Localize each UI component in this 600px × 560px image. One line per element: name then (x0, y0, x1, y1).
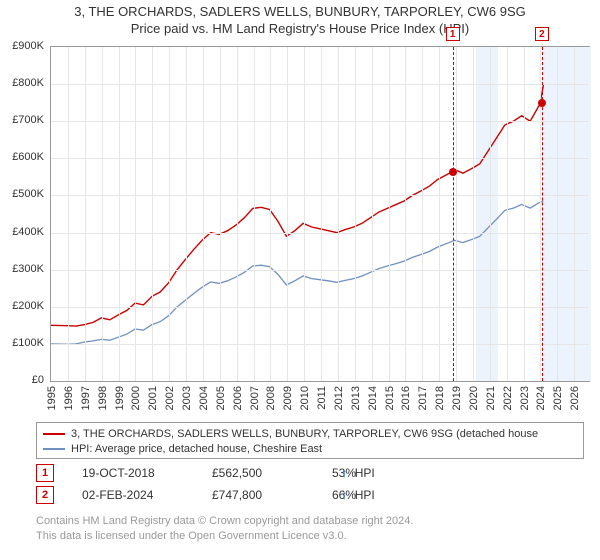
x-axis-label: 2011 (316, 386, 328, 410)
legend-swatch-blue (43, 448, 65, 450)
legend-swatch-red (43, 433, 65, 435)
y-axis-label: £0 (0, 374, 44, 386)
x-axis-label: 2023 (519, 386, 531, 410)
tx-badge-2: 2 (36, 486, 54, 504)
table-row: 1 19-OCT-2018 £562,500 53% ↑ HPI (36, 462, 412, 484)
x-axis-label: 2015 (384, 386, 396, 410)
footer-line1: Contains HM Land Registry data © Crown c… (36, 514, 413, 529)
legend-item-hpi: HPI: Average price, detached house, Ches… (43, 441, 577, 456)
x-axis-label: 2004 (198, 386, 210, 410)
title-subtitle: Price paid vs. HM Land Registry's House … (0, 21, 600, 36)
legend: 3, THE ORCHARDS, SADLERS WELLS, BUNBURY,… (36, 422, 584, 459)
y-axis-label: £800K (0, 77, 44, 89)
arrow-up-icon: ↑ (341, 466, 347, 480)
data-point-marker (449, 168, 457, 176)
x-axis-label: 2007 (249, 386, 261, 410)
x-axis-label: 2012 (333, 386, 345, 410)
y-axis-label: £200K (0, 300, 44, 312)
chart: 12 £0£100K£200K£300K£400K£500K£600K£700K… (50, 46, 590, 406)
x-axis-label: 2009 (282, 386, 294, 410)
tx-pct: 66% ↑ HPI (332, 488, 412, 502)
chart-titles: 3, THE ORCHARDS, SADLERS WELLS, BUNBURY,… (0, 0, 600, 36)
tx-price: £562,500 (212, 466, 332, 480)
x-axis-label: 2020 (468, 386, 480, 410)
series-svg (51, 47, 589, 381)
y-axis-label: £300K (0, 263, 44, 275)
x-axis-label: 2022 (502, 386, 514, 410)
x-axis-label: 2006 (232, 386, 244, 410)
table-row: 2 02-FEB-2024 £747,800 66% ↑ HPI (36, 484, 412, 506)
x-axis-label: 2021 (485, 386, 497, 410)
y-axis-label: £100K (0, 337, 44, 349)
title-address: 3, THE ORCHARDS, SADLERS WELLS, BUNBURY,… (0, 4, 600, 19)
x-axis-label: 1999 (114, 386, 126, 410)
x-axis-label: 2008 (265, 386, 277, 410)
x-axis-label: 2018 (434, 386, 446, 410)
arrow-up-icon: ↑ (341, 488, 347, 502)
tx-price: £747,800 (212, 488, 332, 502)
data-point-marker (538, 99, 546, 107)
y-axis-label: £900K (0, 40, 44, 52)
plotline-marker-2: 2 (535, 27, 549, 41)
x-axis-label: 2016 (400, 386, 412, 410)
x-axis-label: 2013 (350, 386, 362, 410)
tx-badge-1: 1 (36, 464, 54, 482)
x-axis-label: 2001 (147, 386, 159, 410)
plot-area: 12 (50, 46, 590, 382)
y-axis-label: £600K (0, 151, 44, 163)
tx-pct: 53% ↑ HPI (332, 466, 412, 480)
x-axis-label: 2024 (535, 386, 547, 410)
x-axis-label: 2002 (164, 386, 176, 410)
plotline-marker-1: 1 (446, 27, 460, 41)
footer-line2: This data is licensed under the Open Gov… (36, 529, 413, 544)
x-axis-label: 1998 (97, 386, 109, 410)
tx-date: 02-FEB-2024 (82, 488, 212, 502)
x-axis-label: 1997 (80, 386, 92, 410)
x-axis-label: 2014 (367, 386, 379, 410)
x-axis-label: 2019 (451, 386, 463, 410)
legend-label: 3, THE ORCHARDS, SADLERS WELLS, BUNBURY,… (71, 428, 538, 440)
x-axis-label: 2000 (130, 386, 142, 410)
x-axis-label: 2026 (569, 386, 581, 410)
x-axis-label: 1996 (63, 386, 75, 410)
legend-item-price: 3, THE ORCHARDS, SADLERS WELLS, BUNBURY,… (43, 426, 577, 441)
attribution-footer: Contains HM Land Registry data © Crown c… (36, 514, 413, 544)
y-axis-label: £700K (0, 114, 44, 126)
x-axis-label: 2017 (417, 386, 429, 410)
y-axis-label: £400K (0, 226, 44, 238)
transaction-table: 1 19-OCT-2018 £562,500 53% ↑ HPI 2 02-FE… (36, 462, 412, 506)
legend-label: HPI: Average price, detached house, Ches… (71, 443, 322, 455)
x-axis-label: 2010 (299, 386, 311, 410)
x-axis-label: 2025 (552, 386, 564, 410)
tx-date: 19-OCT-2018 (82, 466, 212, 480)
y-axis-label: £500K (0, 188, 44, 200)
x-axis-label: 2005 (215, 386, 227, 410)
x-axis-label: 2003 (181, 386, 193, 410)
series-hpi (51, 201, 544, 344)
x-axis-label: 1995 (46, 386, 58, 410)
